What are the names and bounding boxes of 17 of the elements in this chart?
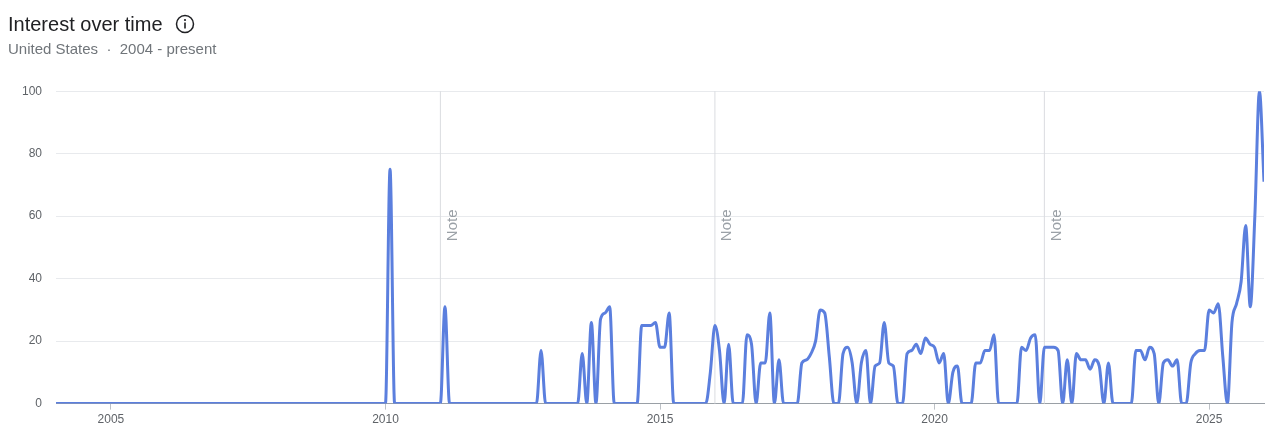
ref-line-label: Note bbox=[1046, 209, 1064, 242]
x-tick-label: 2010 bbox=[372, 412, 400, 427]
ref-line-label: Note bbox=[717, 209, 735, 242]
y-tick-label: 80 bbox=[28, 145, 43, 160]
line-series bbox=[56, 91, 1264, 404]
chart-subtitle: United States · 2004 - present bbox=[8, 40, 218, 59]
chart-title: Interest over time bbox=[8, 12, 163, 36]
y-tick-label: 60 bbox=[28, 208, 43, 223]
x-tick-label: 2020 bbox=[921, 412, 949, 427]
x-tick-label: 2005 bbox=[97, 412, 125, 427]
x-tick-label: 2025 bbox=[1195, 412, 1223, 427]
y-tick-label: 0 bbox=[35, 395, 43, 410]
y-tick-label: 40 bbox=[28, 270, 43, 285]
x-tick-label: 2015 bbox=[646, 412, 674, 427]
y-tick-label: 100 bbox=[21, 83, 43, 98]
y-tick-label: 20 bbox=[28, 333, 43, 348]
ref-line-label: Note bbox=[442, 209, 460, 242]
